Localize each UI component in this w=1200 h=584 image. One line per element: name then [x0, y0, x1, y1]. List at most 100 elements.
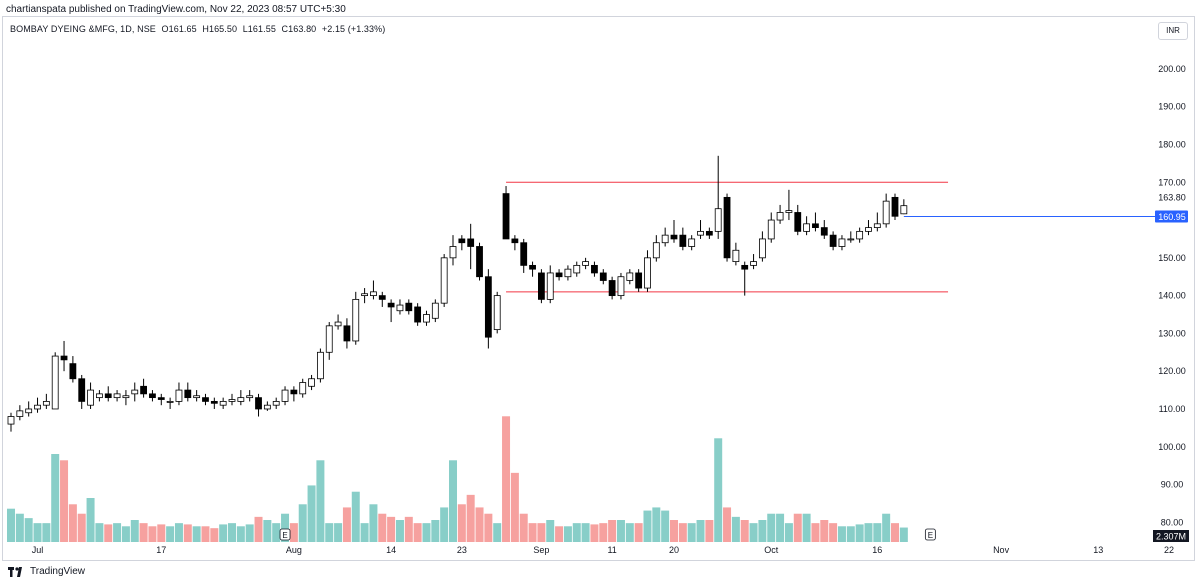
volume-bar	[395, 520, 404, 542]
volume-bar	[705, 520, 714, 542]
candle-up	[219, 401, 227, 406]
candle-up	[431, 302, 439, 319]
candle-down	[679, 234, 687, 247]
volume-bar	[616, 520, 625, 542]
time-axis-label: Sep	[533, 545, 549, 555]
volume-bar	[572, 523, 581, 542]
volume-bar	[157, 524, 166, 542]
candle-up	[423, 314, 430, 323]
candle-up	[882, 200, 890, 225]
volume-bar	[714, 438, 723, 542]
price-axis-label: 140.00	[1158, 291, 1186, 301]
candle-up	[131, 389, 139, 395]
candle-up	[51, 355, 59, 410]
volume-bar	[502, 416, 511, 542]
candle-down	[608, 280, 616, 297]
candle-up	[7, 416, 15, 425]
volume-bar	[696, 520, 705, 542]
candle-up	[334, 321, 342, 327]
candle-up	[776, 212, 784, 221]
volume-bar	[42, 523, 51, 542]
candle-down	[723, 196, 731, 259]
time-axis-label: Aug	[286, 545, 302, 555]
currency-button[interactable]: INR	[1158, 22, 1188, 40]
candle-up	[732, 249, 740, 263]
candle-up	[352, 298, 360, 342]
candle-down	[149, 393, 156, 399]
volume-bar	[316, 460, 325, 542]
price-line-tag[interactable]	[1155, 210, 1188, 223]
earnings-marker[interactable]	[924, 528, 936, 541]
candle-up	[87, 389, 94, 406]
volume-bar	[510, 472, 519, 542]
volume-bar	[77, 513, 86, 542]
volume-bar	[139, 523, 148, 542]
time-axis-label: Oct	[764, 545, 779, 555]
candle-down	[140, 385, 148, 395]
price-axis-label: 200.00	[1158, 64, 1186, 74]
volume-bar	[457, 504, 466, 542]
candle-up	[263, 404, 271, 410]
time-axis-label: Jul	[32, 545, 44, 555]
candle-down	[794, 212, 802, 232]
earnings-marker[interactable]	[279, 528, 291, 541]
candle-up	[617, 276, 625, 297]
candle-up	[493, 295, 501, 331]
volume-bar	[776, 513, 785, 542]
volume-bar	[820, 520, 829, 542]
candle-down	[414, 306, 422, 323]
volume-bar	[210, 528, 219, 542]
volume-bar	[68, 504, 77, 542]
volume-bar	[201, 526, 210, 542]
volume-bar	[661, 510, 670, 542]
candle-down	[599, 272, 607, 281]
candle-up	[856, 230, 864, 240]
high-value: H165.50	[202, 24, 238, 34]
volume-bar	[793, 513, 802, 542]
candle-down	[202, 397, 209, 402]
footer: TradingView	[8, 566, 85, 577]
candle-up	[113, 393, 121, 399]
candle-down	[555, 272, 563, 278]
candle-up	[697, 230, 704, 236]
candle-up	[316, 351, 324, 380]
time-axis-label: 16	[872, 545, 882, 555]
candle-down	[511, 238, 519, 244]
volume-bar	[183, 524, 192, 542]
candle-up	[767, 219, 775, 240]
candle-down	[157, 397, 165, 400]
volume-bar	[475, 507, 484, 542]
price-line-tag-label: 160.95	[1158, 212, 1186, 222]
volume-bar	[837, 526, 846, 542]
volume-bar	[113, 523, 122, 542]
time-axis-label: 11	[607, 545, 616, 555]
candle-up	[644, 257, 651, 289]
candle-up	[759, 238, 766, 259]
candle-up	[626, 272, 634, 281]
volume-bar	[236, 526, 245, 542]
candle-down	[104, 393, 112, 399]
volume-bar	[784, 523, 793, 542]
candle-down	[255, 397, 262, 410]
candle-down	[60, 355, 68, 361]
volume-tag	[1153, 530, 1189, 542]
volume-bar	[15, 513, 24, 542]
candle-up	[449, 246, 457, 259]
symbol-name[interactable]: BOMBAY DYEING &MFG, 1D, NSE	[10, 24, 156, 34]
price-axis-label: 80.00	[1161, 517, 1184, 527]
volume-bar	[351, 491, 360, 542]
volume-bar	[192, 526, 201, 542]
candle-up	[714, 208, 722, 232]
candle-up	[281, 389, 289, 402]
candle-up	[175, 389, 183, 402]
candle-down	[476, 246, 483, 278]
volume-bar	[378, 513, 387, 542]
symbol-info-line: BOMBAY DYEING &MFG, 1D, NSE O161.65 H165…	[10, 24, 388, 34]
earnings-marker-label: E	[928, 531, 933, 540]
candle-down	[529, 264, 536, 270]
volume-bar	[245, 524, 254, 542]
candle-up	[299, 382, 307, 395]
candle-down	[820, 227, 828, 236]
candle-down	[184, 389, 192, 399]
